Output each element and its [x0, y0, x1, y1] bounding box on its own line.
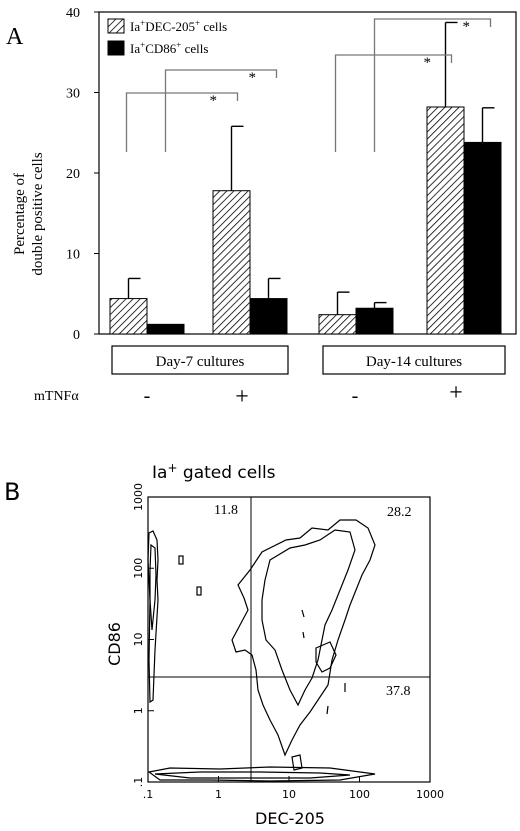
significance-star: *	[210, 93, 218, 109]
panel-b-title: Ia+ gated cells	[152, 461, 276, 483]
flow-x-tick-label: 100	[349, 788, 370, 801]
flow-y-tick-label: 1000	[132, 483, 145, 511]
significance-bracket	[164, 69, 278, 152]
bar-cd86-3	[463, 141, 502, 335]
contour-bottom-inner	[154, 771, 351, 779]
panel-b-label: B	[4, 478, 20, 506]
legend-swatch-hatched	[107, 18, 125, 34]
flow-y-axis-ticks: .1 1 10 100 1000	[132, 483, 154, 787]
error-bars	[127, 21, 495, 315]
significance-bracket	[373, 18, 492, 152]
bar-dec205-1	[212, 190, 251, 335]
contour-right-shoulder	[315, 641, 337, 673]
flow-x-axis-label: DEC-205	[255, 809, 325, 828]
significance-brackets: * * * *	[125, 18, 492, 152]
flow-x-tick-label: 1000	[416, 788, 444, 801]
group-label-day7: Day-7 cultures	[156, 354, 245, 370]
flow-y-tick-label: 100	[132, 558, 145, 579]
y-tick-label: 0	[73, 328, 80, 343]
bar-cd86-1	[249, 298, 288, 335]
group-label-day14: Day-14 cultures	[366, 354, 462, 370]
contour-tick-2	[302, 631, 305, 639]
significance-bracket	[334, 54, 453, 152]
quadrant-upper-left-value: 11.8	[214, 503, 238, 518]
y-axis-ticks: 0 10 20 30 40	[66, 6, 99, 343]
panel-a-label: A	[6, 24, 24, 50]
y-tick-label: 20	[66, 167, 80, 182]
significance-star: *	[424, 55, 432, 71]
treatment-day14-minus: -	[352, 385, 359, 407]
contour-tick-4	[326, 705, 329, 715]
flow-y-tick-label: 1	[132, 707, 145, 714]
group-box-day7	[111, 345, 289, 375]
legend-label-cd86: Ia+CD86+ cells	[130, 40, 208, 56]
quadrant-lower-right-value: 37.8	[386, 684, 411, 699]
flow-y-tick-label: 10	[132, 633, 145, 647]
treatment-day7-minus: -	[144, 385, 151, 407]
flow-contours	[147, 519, 376, 782]
legend-swatch-solid	[107, 40, 125, 56]
bar-dec205-2	[318, 314, 357, 335]
flow-x-tick-label: 1	[215, 788, 222, 801]
quadrant-upper-right-value: 28.2	[387, 505, 412, 520]
y-axis-label-line1: Percentage of	[12, 173, 28, 255]
flow-y-tick-label: .1	[132, 777, 145, 788]
contour-blob-1	[178, 555, 184, 565]
legend-label-dec205: Ia+DEC-205+ cells	[130, 18, 227, 34]
y-tick-label: 10	[66, 248, 80, 263]
bar-cd86-0	[146, 323, 185, 335]
bar-cd86-2	[355, 307, 394, 335]
treatment-label: mTNFα	[34, 389, 79, 404]
y-axis-label-line2: double positive cells	[30, 152, 46, 275]
y-tick-label: 40	[66, 6, 80, 21]
treatment-day14-plus: +	[449, 380, 463, 406]
group-box-day14	[322, 345, 506, 375]
flow-y-axis-label: CD86	[105, 622, 124, 666]
y-tick-label: 30	[66, 87, 80, 102]
significance-star: *	[463, 19, 471, 35]
significance-bracket	[125, 92, 239, 152]
y-axis-label: Percentage of double positive cells	[12, 152, 46, 275]
flow-x-axis-ticks: .1 1 10 100 1000	[143, 776, 444, 801]
contour-bottom-outer	[147, 766, 376, 782]
flow-x-tick-label: .1	[143, 788, 154, 801]
contour-main-inner	[261, 529, 356, 707]
treatment-day7-plus: +	[235, 384, 249, 410]
contour-left-inner	[149, 543, 157, 631]
contour-main-outer	[231, 519, 376, 757]
legend: Ia+DEC-205+ cells Ia+CD86+ cells	[107, 18, 227, 56]
bar-dec205-0	[109, 298, 148, 335]
flow-x-tick-label: 10	[282, 788, 296, 801]
bar-dec205-3	[426, 106, 465, 335]
contour-blob-2	[196, 586, 202, 596]
bar-series	[109, 106, 502, 335]
significance-star: *	[249, 70, 257, 86]
contour-tick-1	[301, 609, 305, 618]
